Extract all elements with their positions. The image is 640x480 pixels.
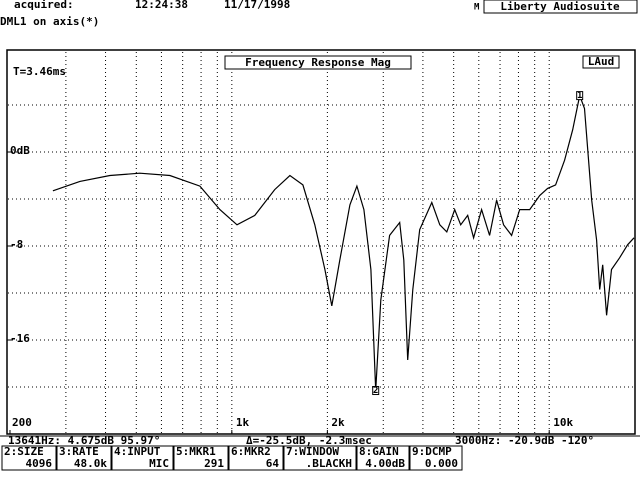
cursor-readout: 13641Hz: 4.675dB 95.97°: [8, 434, 160, 447]
plot: 200 1k 2k 10k 0dB -8 -16 1 2: [7, 52, 635, 434]
key-value: MIC: [149, 457, 169, 470]
acquired-time: 12:24:38: [135, 0, 188, 11]
function-key[interactable]: [56, 445, 112, 471]
marker: [576, 91, 584, 101]
mode: M: [474, 3, 480, 13]
key-name: 2:SIZE: [4, 445, 44, 458]
function-key[interactable]: [111, 445, 174, 471]
key-value: 4.00dB: [365, 457, 405, 470]
x-tick-label: 1k: [236, 416, 250, 429]
y-tick-label: -16: [10, 332, 30, 345]
key-value: 291: [204, 457, 224, 470]
key-name: 7:WINDOW: [286, 445, 339, 458]
ref-readout: 3000Hz: -20.9dB -120°: [455, 434, 594, 447]
marker-label: 2: [373, 386, 378, 396]
subtitle: DML1 on axis(*): [0, 15, 99, 28]
marker: [372, 386, 380, 396]
key-value: .BLACKH: [306, 457, 352, 470]
badge: LAud: [588, 55, 615, 68]
x-tick-label: 200: [12, 416, 32, 429]
delta-readout: Δ=-25.5dB, -2.3msec: [246, 434, 372, 447]
function-key[interactable]: [228, 445, 284, 471]
acquired-label: acquired:: [14, 0, 74, 11]
title-box: [224, 55, 412, 70]
function-key[interactable]: [1, 445, 57, 471]
key-value: 64: [266, 457, 280, 470]
key-name: 9:DCMP: [412, 445, 452, 458]
y-tick-label: -8: [10, 238, 23, 251]
function-key[interactable]: [409, 445, 463, 471]
y-tick-label: 0dB: [10, 144, 30, 157]
key-value: 0.000: [425, 457, 458, 470]
x-tick-label: 10k: [553, 416, 573, 429]
chart-title: Frequency Response Mag: [245, 56, 391, 69]
function-key[interactable]: [173, 445, 229, 471]
key-name: 5:MKR1: [176, 445, 216, 458]
function-key[interactable]: [356, 445, 410, 471]
key-name: 4:INPUT: [114, 445, 161, 458]
app-name: Liberty Audiosuite: [500, 0, 620, 13]
acquired-date: 11/17/1998: [224, 0, 290, 11]
marker-label: 1: [577, 91, 582, 101]
response-line: [52, 93, 635, 391]
key-name: 3:RATE: [59, 445, 99, 458]
x-tick-label: 2k: [331, 416, 345, 429]
plot-frame: [6, 49, 636, 435]
key-value: 48.0k: [74, 457, 107, 470]
key-name: 6:MKR2: [231, 445, 271, 458]
function-key[interactable]: [283, 445, 357, 471]
app-box: [483, 0, 638, 14]
annotation: T=3.46ms: [13, 65, 66, 78]
key-name: 8:GAIN: [359, 445, 399, 458]
key-value: 4096: [26, 457, 53, 470]
badge-box: [582, 55, 620, 69]
